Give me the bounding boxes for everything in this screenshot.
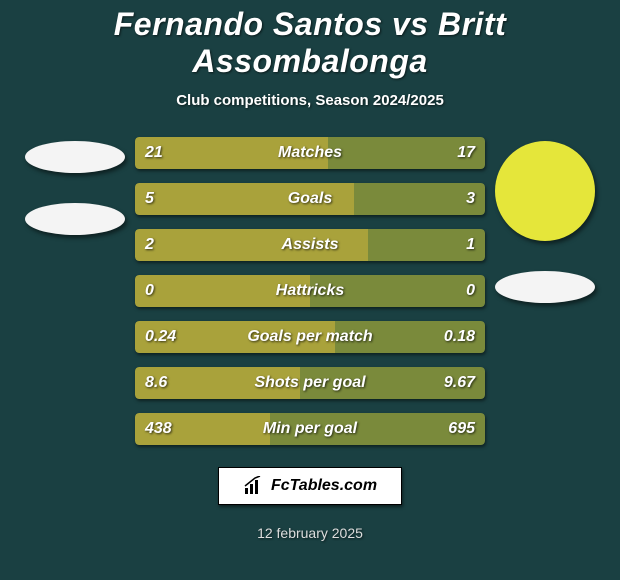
bar-left-value: 438 (145, 420, 172, 438)
bar-left-value: 21 (145, 144, 163, 162)
bar-right-value: 0.18 (444, 328, 475, 346)
bar-right-value: 1 (466, 236, 475, 254)
bar-label: Assists (282, 236, 339, 254)
bar-right-value: 0 (466, 282, 475, 300)
bar-label: Hattricks (276, 282, 344, 300)
source-badge[interactable]: FcTables.com (218, 467, 402, 505)
bar-row: 8.6 9.67 Shots per goal (135, 367, 485, 399)
date-text: 12 february 2025 (257, 525, 363, 541)
bar-row: 0.24 0.18 Goals per match (135, 321, 485, 353)
bar-row: 0 0 Hattricks (135, 275, 485, 307)
bar-row: 438 695 Min per goal (135, 413, 485, 445)
bar-left-value: 0.24 (145, 328, 176, 346)
bar-label: Matches (278, 144, 342, 162)
bar-left-value: 2 (145, 236, 154, 254)
player-right-column (485, 137, 605, 303)
bar-label: Shots per goal (254, 374, 365, 392)
player-left-column (15, 137, 135, 235)
bar-label: Goals (288, 190, 332, 208)
bar-left-value: 0 (145, 282, 154, 300)
bar-chart-icon (243, 476, 263, 496)
player-left-club-badge (25, 203, 125, 235)
player-right-avatar (495, 141, 595, 241)
player-left-avatar (25, 141, 125, 173)
bar-row: 21 17 Matches (135, 137, 485, 169)
bar-label: Goals per match (247, 328, 372, 346)
bar-row: 2 1 Assists (135, 229, 485, 261)
bar-right-value: 695 (448, 420, 475, 438)
bar-row: 5 3 Goals (135, 183, 485, 215)
subtitle: Club competitions, Season 2024/2025 (176, 92, 444, 109)
comparison-bars: 2117Matches53Goals21Assists00Hattricks0.… (135, 137, 485, 445)
source-badge-text: FcTables.com (271, 477, 377, 495)
bar-right-value: 9.67 (444, 374, 475, 392)
page-title: Fernando Santos vs Britt Assombalonga (0, 6, 620, 80)
bar-right-value: 17 (457, 144, 475, 162)
bar-left-value: 8.6 (145, 374, 167, 392)
chart-area: 2117Matches53Goals21Assists00Hattricks0.… (0, 137, 620, 445)
bar-left-value: 5 (145, 190, 154, 208)
content-root: Fernando Santos vs Britt Assombalonga Cl… (0, 0, 620, 580)
player-right-club-badge (495, 271, 595, 303)
bar-right-value: 3 (466, 190, 475, 208)
bar-label: Min per goal (263, 420, 357, 438)
